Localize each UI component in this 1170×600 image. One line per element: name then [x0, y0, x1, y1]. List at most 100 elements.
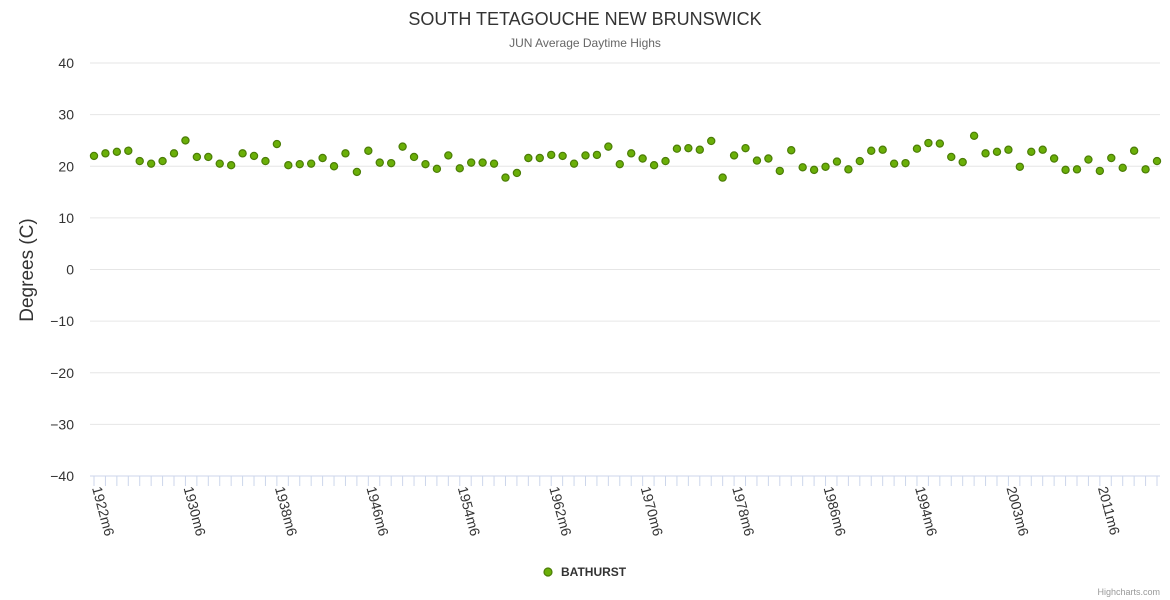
data-point[interactable]	[1152, 156, 1162, 166]
data-point[interactable]	[444, 151, 453, 160]
data-point[interactable]	[741, 143, 750, 153]
data-point[interactable]	[1072, 165, 1082, 174]
data-point[interactable]	[809, 165, 819, 175]
data-point[interactable]	[489, 159, 499, 168]
data-point[interactable]	[1004, 145, 1013, 154]
data-point[interactable]	[375, 158, 384, 167]
data-point[interactable]	[238, 149, 247, 158]
data-point[interactable]	[878, 145, 887, 154]
data-point[interactable]	[1141, 165, 1150, 174]
data-point[interactable]	[501, 173, 510, 182]
data-point[interactable]	[992, 147, 1002, 156]
data-point[interactable]	[1107, 153, 1116, 163]
data-point[interactable]	[821, 162, 830, 171]
data-point[interactable]	[718, 173, 727, 182]
data-point[interactable]	[352, 167, 362, 177]
data-point[interactable]	[752, 156, 762, 165]
data-point[interactable]	[1061, 165, 1070, 175]
data-point[interactable]	[604, 142, 613, 151]
data-point[interactable]	[844, 165, 853, 174]
data-point[interactable]	[1118, 163, 1127, 172]
data-point[interactable]	[272, 139, 282, 149]
data-point[interactable]	[512, 168, 522, 178]
data-point[interactable]	[627, 149, 636, 158]
data-point[interactable]	[638, 154, 647, 163]
data-point[interactable]	[958, 157, 967, 167]
data-point[interactable]	[455, 164, 464, 173]
data-point[interactable]	[226, 161, 236, 170]
data-point[interactable]	[535, 153, 544, 163]
data-point[interactable]	[398, 142, 407, 151]
data-point[interactable]	[101, 149, 110, 158]
data-point[interactable]	[1015, 162, 1025, 171]
data-point[interactable]	[295, 159, 304, 169]
data-point[interactable]	[787, 146, 796, 155]
data-point[interactable]	[672, 144, 682, 153]
legend-item-bathurst[interactable]: BATHURST	[561, 565, 627, 579]
data-point[interactable]	[421, 159, 430, 169]
data-point[interactable]	[912, 144, 922, 153]
data-point[interactable]	[169, 149, 179, 158]
data-point[interactable]	[364, 146, 373, 155]
data-point[interactable]	[901, 158, 910, 168]
data-point[interactable]	[192, 152, 202, 162]
data-point[interactable]	[569, 159, 579, 168]
data-point[interactable]	[1129, 146, 1139, 155]
data-point[interactable]	[1027, 147, 1036, 156]
data-point[interactable]	[1049, 154, 1059, 163]
data-point[interactable]	[581, 151, 590, 160]
credits-link[interactable]: Highcharts.com	[1097, 587, 1160, 597]
data-point[interactable]	[775, 166, 785, 176]
data-point[interactable]	[89, 151, 99, 161]
data-point[interactable]	[729, 151, 739, 160]
data-point[interactable]	[695, 145, 704, 154]
data-point[interactable]	[112, 147, 122, 156]
data-point[interactable]	[466, 158, 476, 167]
data-point[interactable]	[855, 156, 865, 166]
data-point[interactable]	[478, 158, 487, 167]
data-point[interactable]	[341, 149, 350, 158]
data-point[interactable]	[649, 161, 659, 170]
data-point[interactable]	[409, 152, 419, 162]
data-point[interactable]	[1038, 145, 1047, 154]
data-point[interactable]	[684, 143, 693, 153]
data-point[interactable]	[306, 159, 316, 168]
data-point[interactable]	[981, 149, 990, 158]
data-point[interactable]	[798, 163, 807, 172]
data-point[interactable]	[947, 152, 956, 162]
data-point[interactable]	[204, 152, 213, 162]
data-point[interactable]	[889, 159, 899, 168]
data-point[interactable]	[661, 156, 670, 166]
data-point[interactable]	[524, 153, 533, 163]
data-point[interactable]	[707, 136, 716, 146]
data-point[interactable]	[832, 157, 842, 166]
data-point[interactable]	[432, 164, 442, 174]
data-point[interactable]	[261, 156, 270, 166]
data-point[interactable]	[935, 139, 945, 148]
data-point[interactable]	[329, 162, 339, 171]
data-point[interactable]	[318, 153, 327, 163]
grid-layer	[90, 62, 1160, 425]
data-point[interactable]	[146, 159, 156, 168]
data-point[interactable]	[547, 150, 556, 160]
data-point[interactable]	[764, 154, 773, 163]
data-point[interactable]	[924, 138, 933, 148]
data-point[interactable]	[969, 131, 979, 140]
data-point[interactable]	[249, 151, 259, 161]
data-point[interactable]	[135, 156, 144, 166]
data-point[interactable]	[615, 159, 624, 169]
data-point[interactable]	[386, 158, 396, 168]
data-point[interactable]	[124, 146, 133, 155]
data-point[interactable]	[1095, 166, 1105, 176]
data-point[interactable]	[215, 159, 224, 168]
legend[interactable]: BATHURST	[543, 565, 627, 579]
data-point[interactable]	[592, 150, 602, 160]
data-point[interactable]	[158, 156, 167, 166]
x-tick-label: 1930m6	[181, 485, 210, 538]
x-tick-label: 1946m6	[363, 485, 392, 538]
data-point[interactable]	[1084, 155, 1093, 164]
data-point[interactable]	[558, 151, 567, 161]
data-point[interactable]	[181, 136, 190, 145]
data-point[interactable]	[284, 161, 293, 170]
data-point[interactable]	[867, 146, 876, 155]
